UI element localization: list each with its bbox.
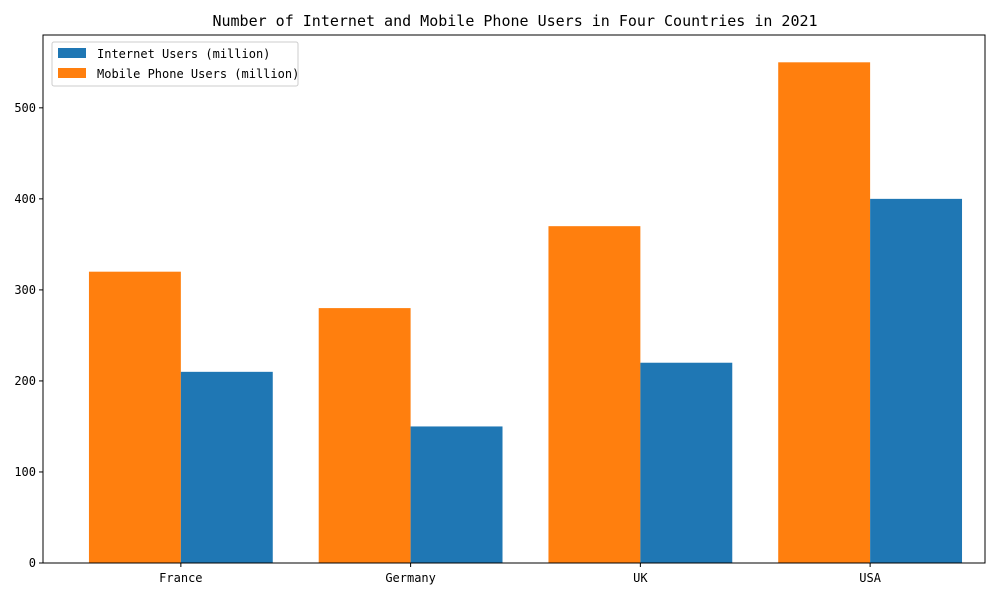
legend-swatch-mobile (58, 68, 86, 78)
x-tick-label: France (159, 571, 202, 585)
bar-mobile-uk (548, 226, 641, 563)
y-tick-label: 500 (14, 101, 36, 115)
x-tick-label: UK (633, 571, 648, 585)
x-tick-label: Germany (385, 571, 436, 585)
bar-mobile-france (88, 271, 181, 563)
bar-internet-uk (640, 362, 733, 563)
bar-internet-france (180, 371, 273, 563)
axes-layer: France Germany UK USA 0 100 200 300 400 500 (14, 101, 881, 585)
y-tick-label: 200 (14, 374, 36, 388)
legend-swatch-internet (58, 48, 86, 58)
legend-frame (51, 41, 299, 87)
legend-label-internet: Internet Users (million) (97, 47, 270, 61)
y-tick-label: 400 (14, 192, 36, 206)
legend-label-mobile: Mobile Phone Users (million) (97, 67, 299, 81)
plot-frame (42, 34, 986, 564)
y-tick-label: 100 (14, 465, 36, 479)
bar-mobile-usa (778, 62, 871, 564)
bar-mobile-germany (318, 308, 411, 563)
bars-layer (88, 62, 963, 564)
x-tick-label: USA (859, 571, 881, 585)
legend: Internet Users (million) Mobile Phone Us… (51, 41, 299, 87)
y-tick-label: 0 (29, 556, 36, 570)
bar-internet-germany (410, 426, 503, 563)
y-tick-label: 300 (14, 283, 36, 297)
bar-internet-usa (870, 198, 963, 564)
chart-title: Number of Internet and Mobile Phone User… (212, 12, 817, 30)
